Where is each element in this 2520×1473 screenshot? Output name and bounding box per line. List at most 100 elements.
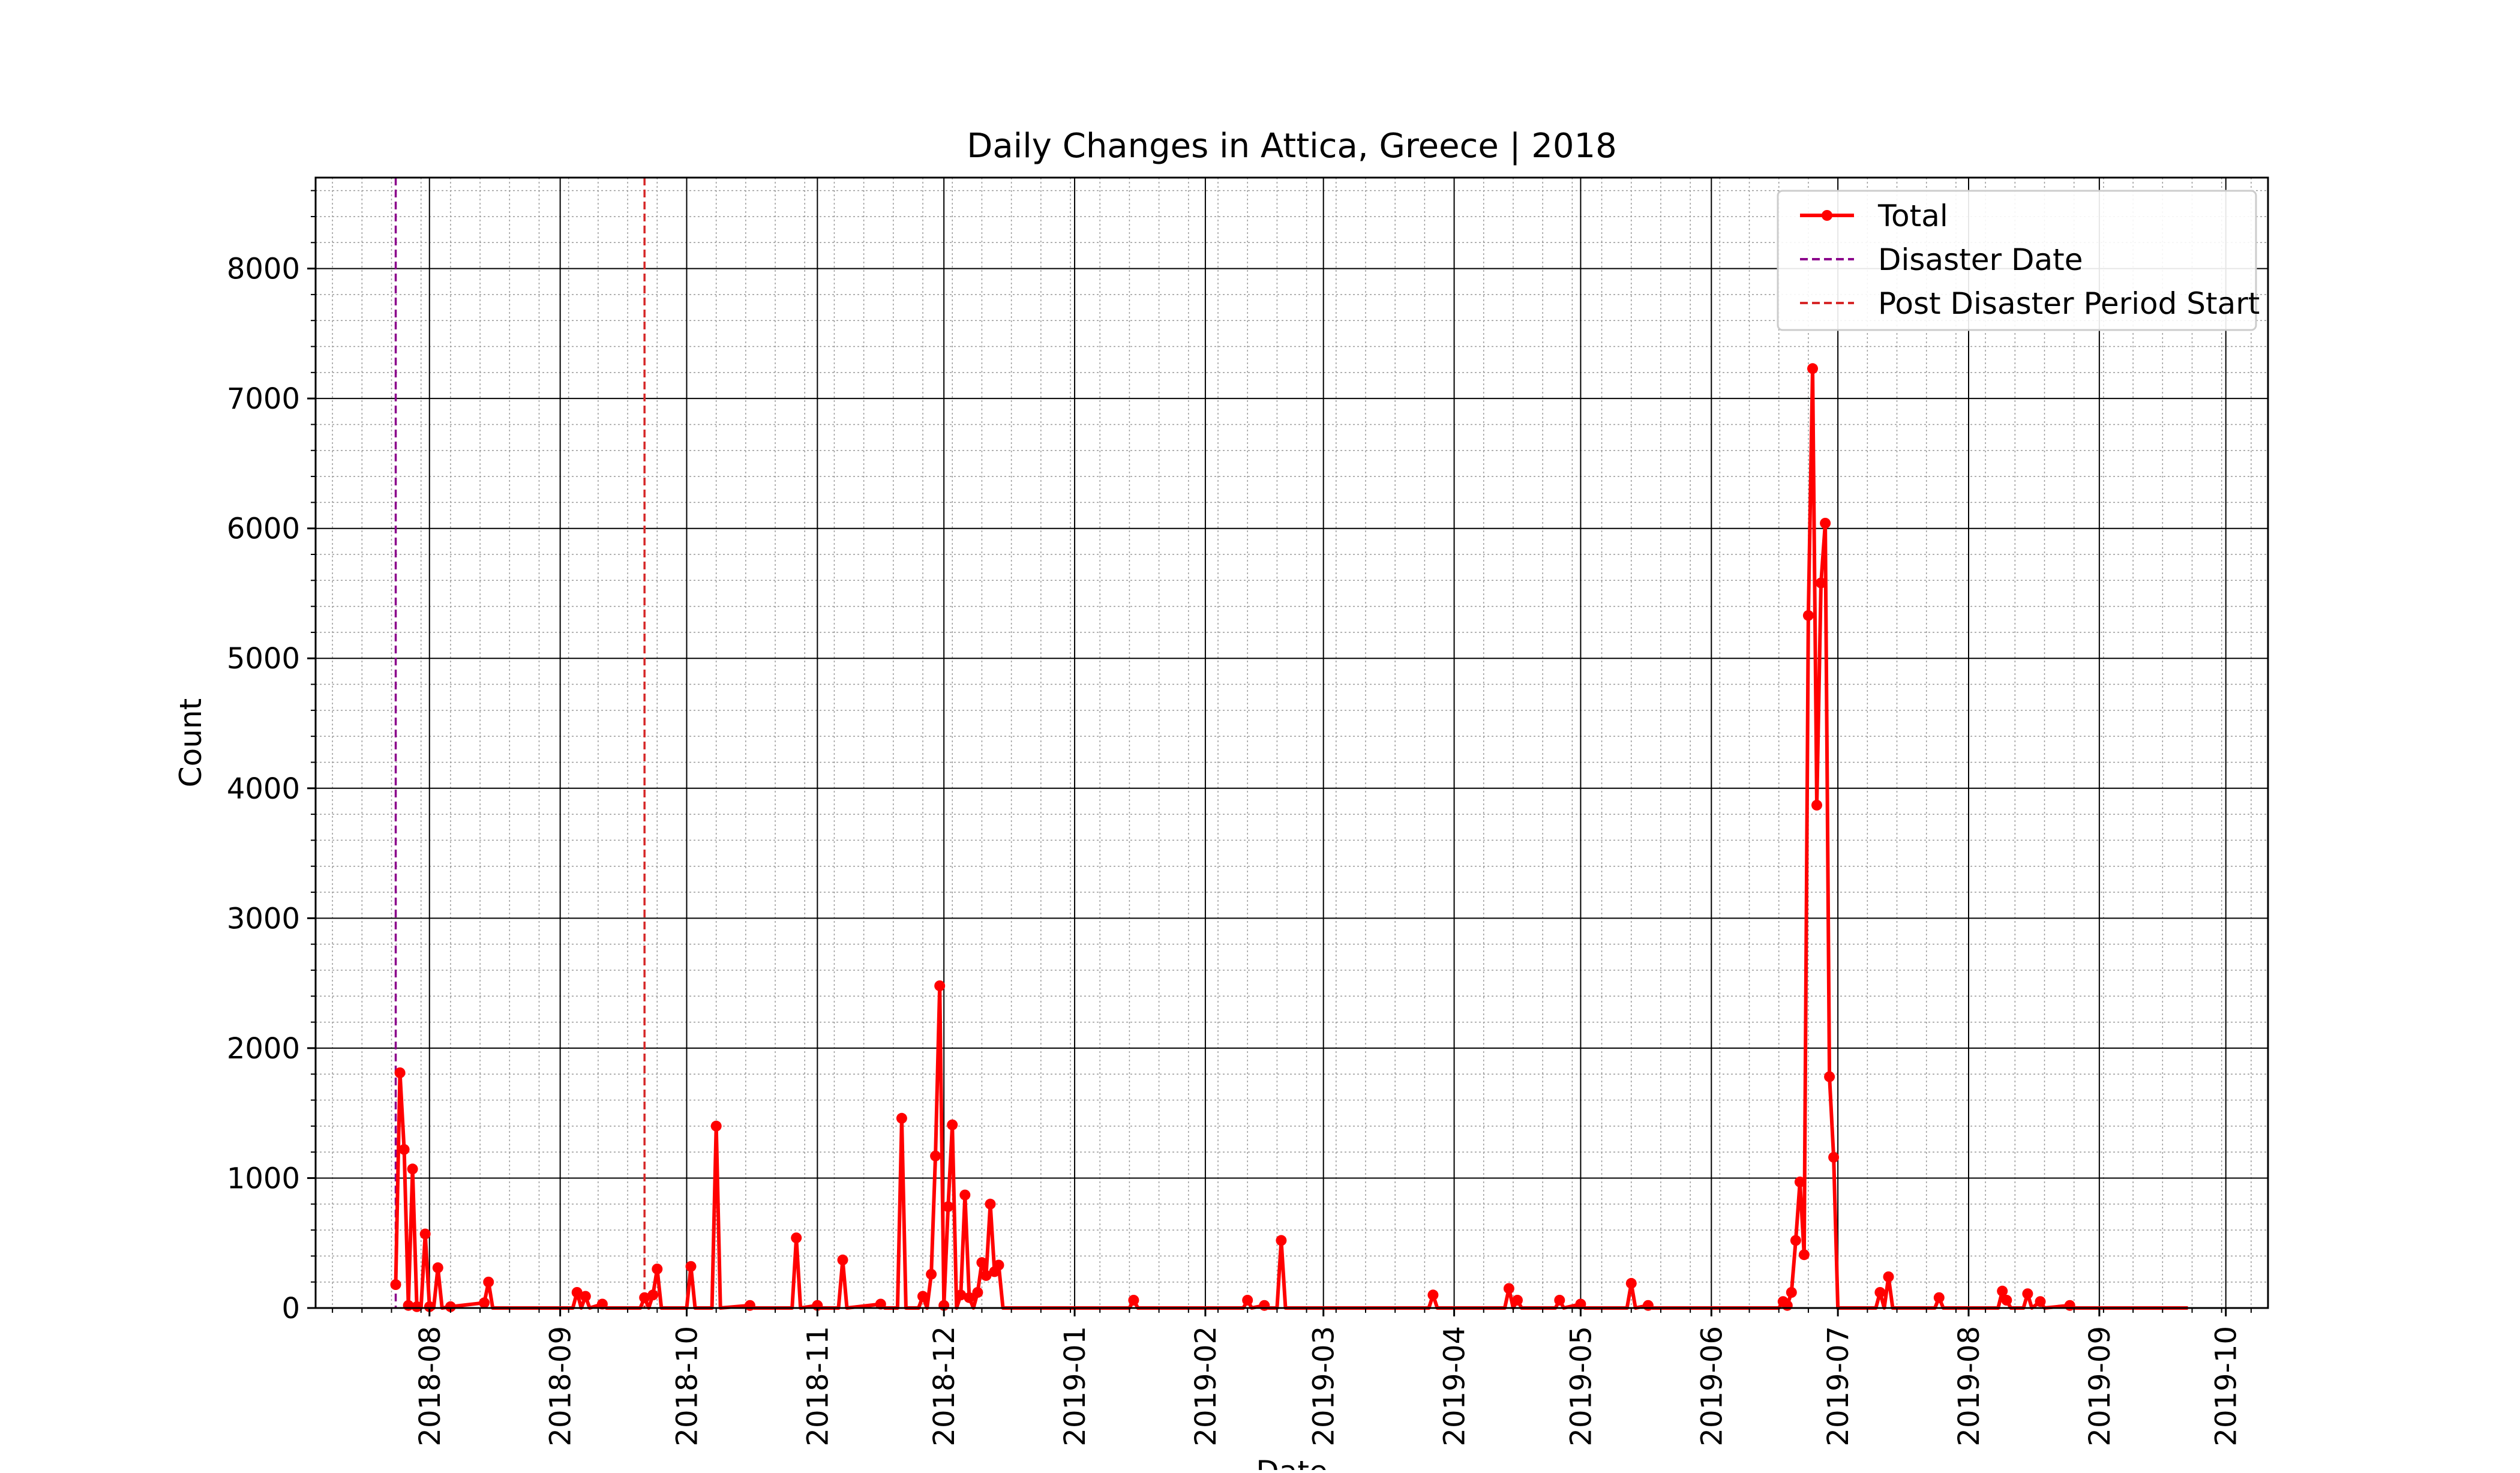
data-point xyxy=(685,1261,697,1272)
data-point xyxy=(791,1232,802,1244)
axis-ticks: 0 1000 2000 3000 4000 5000 6000 7000 8000 2018-08… xyxy=(227,190,2252,1447)
y-tick-label: 5000 xyxy=(227,642,300,676)
data-point xyxy=(2022,1288,2033,1300)
data-point xyxy=(1816,577,1826,589)
data-point xyxy=(1828,1151,1840,1163)
data-point xyxy=(424,1301,435,1312)
x-tick-label: 2018-08 xyxy=(413,1326,447,1447)
data-point xyxy=(959,1189,971,1201)
x-tick-label: 2019-06 xyxy=(1695,1326,1729,1447)
data-point xyxy=(985,1198,996,1210)
data-point xyxy=(926,1268,937,1280)
major-grid xyxy=(316,178,2268,1309)
data-point xyxy=(652,1264,663,1274)
axes-frame xyxy=(314,176,2269,1309)
data-point xyxy=(1625,1277,1637,1289)
data-point xyxy=(1242,1295,1253,1306)
x-tick-label: 2019-08 xyxy=(1952,1326,1986,1447)
y-axis-label: Count xyxy=(173,698,208,788)
legend-marker-total xyxy=(1822,210,1832,221)
data-point xyxy=(1554,1295,1565,1306)
data-point xyxy=(1427,1289,1439,1301)
data-point xyxy=(1642,1300,1654,1311)
x-tick-label: 2019-09 xyxy=(2083,1326,2117,1447)
legend: Total Disaster Date Post Disaster Period… xyxy=(1777,190,2260,331)
x-tick-label: 2019-04 xyxy=(1438,1326,1472,1447)
data-point xyxy=(980,1270,992,1281)
legend-label-post-disaster-start: Post Disaster Period Start xyxy=(1878,286,2260,321)
y-tick-label: 7000 xyxy=(227,382,300,416)
data-point xyxy=(1503,1283,1514,1294)
data-point xyxy=(1781,1300,1793,1311)
data-point xyxy=(1128,1295,1139,1306)
data-point xyxy=(917,1291,928,1302)
data-point xyxy=(710,1120,722,1132)
data-point xyxy=(398,1144,410,1155)
data-point xyxy=(1824,1071,1835,1082)
x-tick-label: 2018-12 xyxy=(928,1326,961,1447)
data-point xyxy=(1259,1300,1270,1311)
data-point xyxy=(596,1298,608,1310)
minor-grid xyxy=(316,178,2268,1308)
data-point xyxy=(639,1292,650,1303)
y-tick-label: 1000 xyxy=(227,1162,300,1195)
x-tick-label: 2018-11 xyxy=(801,1326,835,1447)
data-point xyxy=(411,1301,422,1312)
chart-title: Daily Changes in Attica, Greece | 2018 xyxy=(967,127,1617,166)
data-point xyxy=(1575,1298,1586,1310)
data-point xyxy=(1933,1292,1945,1303)
x-tick-label: 2019-02 xyxy=(1189,1326,1223,1447)
data-point xyxy=(647,1289,659,1301)
data-point xyxy=(964,1292,975,1303)
y-tick-label: 0 xyxy=(281,1292,300,1325)
x-axis-label: Date xyxy=(1256,1454,1328,1470)
legend-label-disaster-date: Disaster Date xyxy=(1878,242,2083,277)
x-tick-label: 2019-07 xyxy=(1822,1326,1855,1447)
data-point xyxy=(1807,363,1818,374)
data-point xyxy=(930,1150,941,1162)
data-point xyxy=(483,1276,494,1288)
data-point xyxy=(1790,1235,1801,1246)
legend-box xyxy=(1777,190,2257,331)
y-tick-label: 8000 xyxy=(227,253,300,286)
x-tick-label: 2018-09 xyxy=(544,1326,578,1447)
data-point xyxy=(972,1287,983,1298)
data-point xyxy=(394,1067,406,1078)
data-point xyxy=(1798,1249,1810,1261)
data-point xyxy=(993,1259,1004,1271)
data-point xyxy=(390,1279,401,1290)
data-point xyxy=(1276,1235,1287,1246)
data-point xyxy=(580,1291,591,1302)
data-point xyxy=(1794,1176,1805,1187)
data-point xyxy=(2001,1295,2012,1306)
data-point xyxy=(875,1298,886,1310)
y-tick-label: 6000 xyxy=(227,512,300,546)
data-point xyxy=(1883,1271,1894,1282)
y-tick-label: 2000 xyxy=(227,1032,300,1066)
x-tick-label: 2019-03 xyxy=(1307,1326,1341,1447)
legend-label-total: Total xyxy=(1877,199,1948,233)
data-point xyxy=(1874,1287,1886,1298)
y-tick-label: 3000 xyxy=(227,902,300,935)
data-point xyxy=(1786,1287,1797,1298)
data-point xyxy=(837,1254,848,1265)
data-point xyxy=(1820,518,1831,529)
data-point xyxy=(419,1228,431,1240)
data-point xyxy=(934,980,946,991)
x-tick-label: 2018-10 xyxy=(670,1326,704,1447)
event-lines xyxy=(394,178,646,1308)
data-point xyxy=(445,1301,456,1312)
y-tick-label: 4000 xyxy=(227,772,300,806)
data-point xyxy=(1802,610,1814,621)
data-point xyxy=(947,1119,958,1130)
data-point xyxy=(896,1112,907,1124)
data-point xyxy=(432,1262,443,1273)
data-point xyxy=(1811,799,1822,811)
data-point xyxy=(407,1163,418,1175)
data-point xyxy=(943,1201,954,1213)
x-tick-label: 2019-10 xyxy=(2210,1326,2243,1447)
x-tick-label: 2019-05 xyxy=(1564,1326,1598,1447)
data-point xyxy=(479,1297,490,1309)
